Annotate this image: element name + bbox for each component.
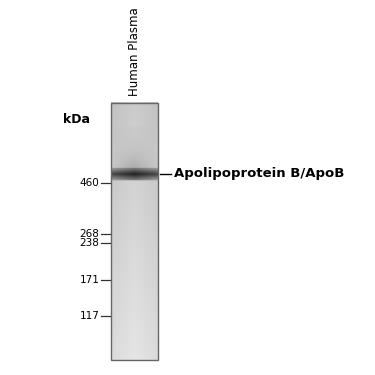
Text: Apolipoprotein B/ApoB: Apolipoprotein B/ApoB	[174, 167, 344, 180]
Bar	[111, 103, 158, 360]
Text: kDa: kDa	[63, 114, 90, 126]
Text: 171: 171	[80, 275, 99, 285]
Text: Human Plasma: Human Plasma	[128, 7, 141, 96]
Text: 117: 117	[80, 310, 99, 321]
Text: 460: 460	[80, 178, 99, 188]
Text: 268: 268	[80, 229, 99, 239]
Text: 238: 238	[80, 238, 99, 248]
